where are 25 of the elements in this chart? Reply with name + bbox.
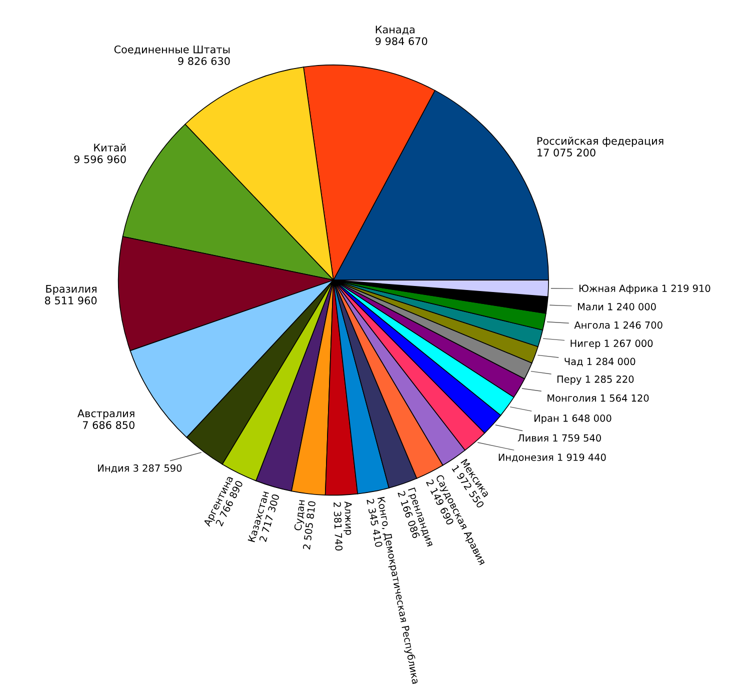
slice-label: Перу 1 285 220: [557, 376, 634, 385]
data-label: 9 984 670: [376, 37, 428, 46]
slice-label: Алжир: [342, 501, 353, 536]
slice-label: Российская федерация: [537, 136, 664, 147]
slice-label: Австралия: [77, 410, 134, 420]
slice-label: Ангола 1 246 700: [574, 321, 662, 329]
slice-label: Соединенные Штаты: [114, 45, 230, 55]
data-label: 2 381 740: [334, 502, 343, 551]
slice-label: Мали 1 240 000: [578, 303, 656, 310]
slice-label: Южная Африка 1 219 910: [579, 284, 710, 294]
slice-label: Китай: [94, 144, 126, 152]
slice-label: Индия 3 287 590: [98, 464, 182, 473]
slice-label: Монголия 1 564 120: [548, 394, 649, 402]
data-label: 8 511 960: [45, 296, 97, 304]
slice-label: Канада: [376, 26, 414, 35]
data-label: 9 596 960: [74, 155, 126, 164]
data-label: 17 075 200: [538, 148, 596, 156]
slice-label: Индонезия 1 919 440: [498, 454, 606, 462]
slice-label: Нигер 1 267 000: [570, 340, 653, 349]
slice-label: Чад 1 284 000: [564, 358, 636, 366]
slice-label: Бразилия: [46, 285, 96, 295]
data-label: 9 826 630: [178, 57, 230, 66]
slice-label: Ливия 1 759 540: [518, 434, 601, 442]
slice-label: Иран 1 648 000: [534, 414, 612, 424]
data-label: 7 686 850: [82, 421, 134, 429]
